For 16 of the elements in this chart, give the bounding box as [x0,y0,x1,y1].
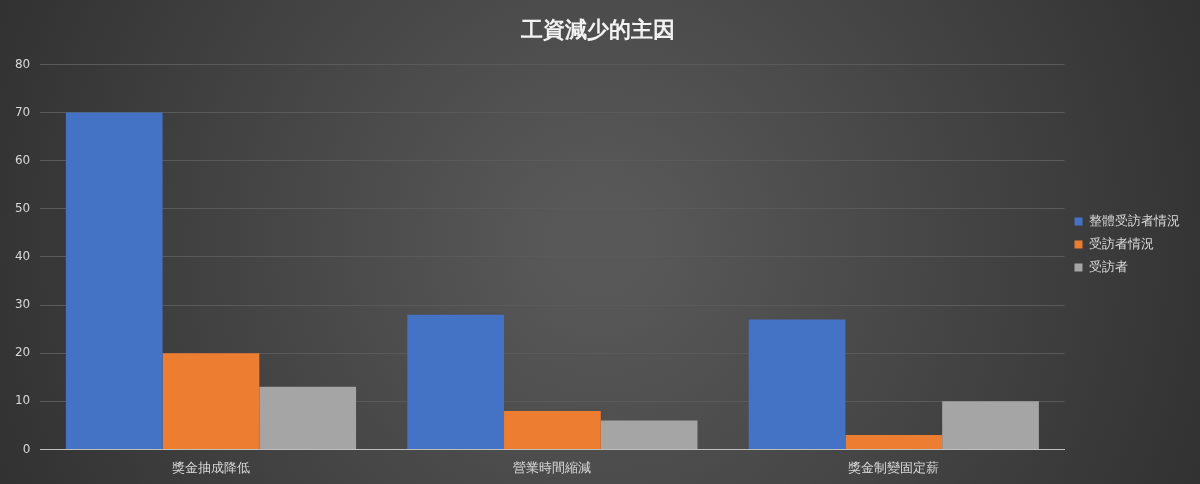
legend-label: 受訪者 [1089,258,1128,274]
y-tick-label: 10 [14,393,31,408]
x-tick-label: 獎金抽成降低 [171,459,250,475]
y-tick-label: 60 [14,152,31,167]
y-tick-label: 30 [14,297,31,312]
x-tick-label: 獎金制變固定薪 [848,459,940,475]
legend-label: 受訪者情況 [1089,235,1154,251]
y-tick-label: 20 [14,345,31,360]
y-tick-label: 0 [22,441,31,456]
x-tick-label: 營業時間縮減 [513,459,592,475]
legend-label: 整體受訪者情況 [1089,212,1180,228]
y-tick-label: 70 [14,104,31,119]
y-tick-label: 80 [14,56,31,71]
y-tick-label: 40 [14,249,31,264]
y-tick-label: 50 [14,200,31,215]
chart-title: 工資減少的主因 [519,16,675,42]
